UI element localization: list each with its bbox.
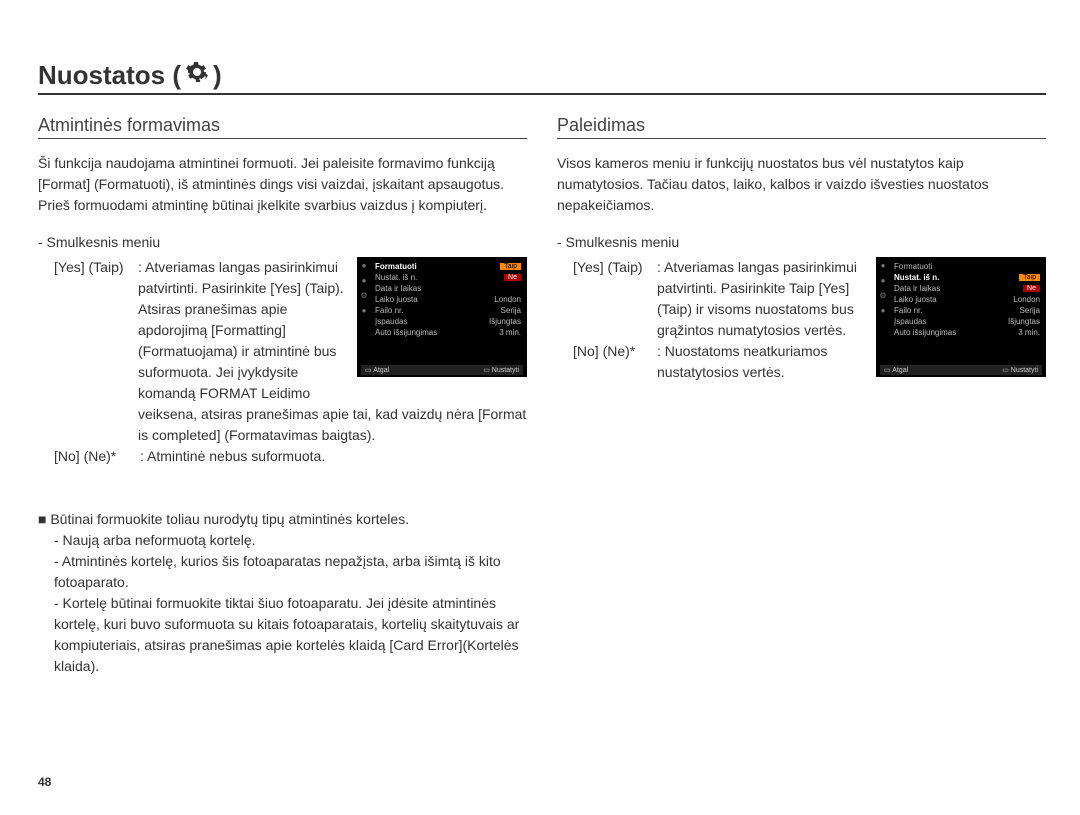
- menu-sel-ne: Ne: [1023, 285, 1040, 292]
- menu-val: London: [494, 295, 521, 304]
- note-2: - Atmintinės kortelę, kurios šis fotoapa…: [54, 551, 527, 593]
- footer-back: Atgal: [892, 367, 908, 374]
- menu-item: Laiko juosta: [894, 295, 937, 304]
- dot-icon: ●: [881, 306, 886, 315]
- menu-val: Serija: [1020, 306, 1040, 315]
- menu-item: Data ir laikas: [894, 284, 940, 293]
- camera-menu-screenshot-format: ● ● ⚙ ● Formatuoti Taip Nustat. iš n. Ne D…: [357, 257, 527, 377]
- menu-item: Failo nr.: [894, 306, 922, 315]
- menu-val: 3 min.: [1018, 328, 1040, 337]
- menu-val: Išjungtas: [489, 317, 521, 326]
- right-submenu-label: - Smulkesnis meniu: [557, 232, 1046, 253]
- gear-small-icon: ⚙: [360, 291, 367, 300]
- right-yes-text: : Atveriamas langas pasirinkimui patvirt…: [657, 257, 866, 341]
- gear-small-icon: ⚙: [879, 291, 886, 300]
- left-no-key: [No] (Ne)*: [54, 446, 140, 467]
- footer-set: Nustatyti: [1011, 367, 1038, 374]
- left-section-title: Atmintinės formavimas: [38, 115, 527, 139]
- page-title: Nuostatos ( ): [38, 60, 1046, 95]
- ok-icon: ▭: [1002, 367, 1009, 374]
- menu-val: Serija: [501, 306, 521, 315]
- menu-sel-ne: Ne: [504, 274, 521, 281]
- left-column: Atmintinės formavimas Ši funkcija naudoj…: [38, 115, 527, 677]
- menu-item-highlight: Formatuoti: [375, 262, 417, 271]
- note-1: - Naują arba neformuotą kortelę.: [54, 530, 527, 551]
- footer-back: Atgal: [373, 367, 389, 374]
- title-prefix: Nuostatos (: [38, 60, 181, 91]
- page-number: 48: [38, 775, 51, 789]
- menu-sel-taip: Taip: [500, 263, 521, 270]
- note-3: - Kortelę būtinai formuokite tiktai šiuo…: [54, 593, 527, 677]
- menu-item: Auto išsijungimas: [894, 328, 956, 337]
- menu-item: Formatuoti: [894, 262, 932, 271]
- left-intro: Ši funkcija naudojama atmintinei formuot…: [38, 153, 527, 216]
- menu-item: Įspaudas: [375, 317, 407, 326]
- screenshot-left-icons: ● ● ⚙ ●: [359, 261, 369, 363]
- menu-val: London: [1013, 295, 1040, 304]
- menu-item-highlight: Nustat. iš n.: [894, 273, 939, 282]
- menu-sel-taip: Taip: [1019, 274, 1040, 281]
- menu-item: Data ir laikas: [375, 284, 421, 293]
- dot-icon: ●: [881, 261, 886, 270]
- ok-icon: ▭: [483, 367, 490, 374]
- note-bullet: ■ Būtinai formuokite toliau nurodytų tip…: [38, 509, 527, 530]
- right-intro: Visos kameros meniu ir funkcijų nuostato…: [557, 153, 1046, 216]
- menu-item: Laiko juosta: [375, 295, 418, 304]
- left-yes-text-a: : Atveriamas langas pasirinkimui patvirt…: [138, 257, 347, 404]
- menu-icon: ▭: [884, 367, 891, 374]
- footer-set: Nustatyti: [492, 367, 519, 374]
- menu-item: Nustat. iš n.: [375, 273, 417, 282]
- dot-icon: ●: [362, 306, 367, 315]
- left-no-text: : Atmintinė nebus suformuota.: [140, 446, 527, 467]
- left-submenu-label: - Smulkesnis meniu: [38, 232, 527, 253]
- dot-icon: ●: [362, 261, 367, 270]
- screenshot-left-icons: ● ● ⚙ ●: [878, 261, 888, 363]
- right-column: Paleidimas Visos kameros meniu ir funkci…: [557, 115, 1046, 677]
- menu-item: Įspaudas: [894, 317, 926, 326]
- right-no-key: [No] (Ne)*: [573, 341, 657, 383]
- dot-icon: ●: [362, 276, 367, 285]
- notes: ■ Būtinai formuokite toliau nurodytų tip…: [38, 509, 527, 677]
- menu-item: Auto išsijungimas: [375, 328, 437, 337]
- camera-menu-screenshot-reset: ● ● ⚙ ● Formatuoti Nustat. iš n. Taip Dat…: [876, 257, 1046, 377]
- right-section-title: Paleidimas: [557, 115, 1046, 139]
- menu-item: Failo nr.: [375, 306, 403, 315]
- right-yes-key: [Yes] (Taip): [573, 257, 657, 341]
- dot-icon: ●: [881, 276, 886, 285]
- left-yes-key: [Yes] (Taip): [54, 257, 138, 404]
- title-suffix: ): [213, 60, 222, 91]
- left-yes-text-b: veiksena, atsiras pranešimas apie tai, k…: [138, 404, 527, 446]
- menu-val: Išjungtas: [1008, 317, 1040, 326]
- menu-icon: ▭: [365, 367, 372, 374]
- gear-icon: [185, 60, 209, 91]
- menu-val: 3 min.: [499, 328, 521, 337]
- right-no-text: : Nuostatoms neatkuriamos nustatytosios …: [657, 341, 866, 383]
